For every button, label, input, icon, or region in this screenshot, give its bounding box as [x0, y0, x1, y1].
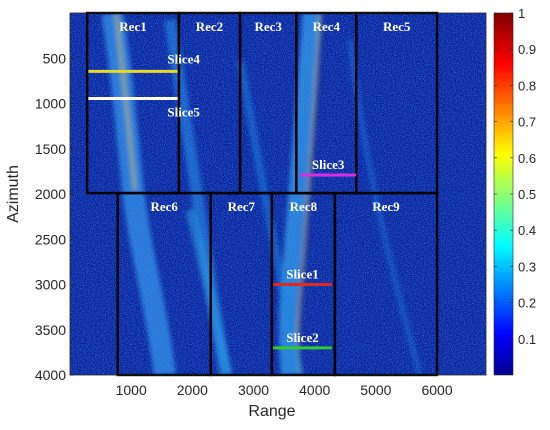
- y-axis-label: Azimuth: [5, 165, 22, 223]
- heatmap-plot-area: Rec1 Rec2 Rec3 Rec4 Rec5 Rec6 Rec7 Rec8 Rec9 Sli…: [69, 11, 487, 377]
- colorbar-tick-label: 1: [518, 6, 525, 21]
- slice-label-slice2: Slice2: [286, 330, 319, 345]
- y-axis-ticks: 500 1000 1500 2000 2500 3000 3500 4000: [35, 50, 74, 383]
- colorbar-tick-label: 0.7: [518, 115, 536, 130]
- x-axis-label: Range: [248, 403, 295, 420]
- rectangle-label-rec4: Rec4: [313, 19, 341, 34]
- colorbar-tick-label: 0.1: [518, 332, 536, 347]
- slice-label-slice4: Slice4: [167, 51, 200, 66]
- slice-label-slice1: Slice1: [286, 267, 319, 282]
- rectangle-label-rec6: Rec6: [150, 199, 178, 214]
- x-tick-label: 2000: [177, 382, 208, 398]
- rectangle-label-rec1: Rec1: [119, 19, 146, 34]
- rectangle-label-rec2: Rec2: [196, 19, 223, 34]
- colorbar-tick-label: 0.8: [518, 78, 536, 93]
- colorbar-tick-label: 0.4: [518, 223, 536, 238]
- colorbar-tick-label: 0.2: [518, 296, 536, 311]
- x-tick-label: 6000: [421, 382, 452, 398]
- y-tick-label: 3000: [35, 277, 66, 293]
- colorbar-tick-label: 0.6: [518, 151, 536, 166]
- slice-label-slice5: Slice5: [167, 105, 200, 120]
- y-tick-label: 2500: [35, 231, 66, 247]
- rectangle-label-rec8: Rec8: [290, 199, 318, 214]
- slice-label-slice3: Slice3: [312, 157, 345, 172]
- y-tick-label: 500: [43, 50, 67, 66]
- colorbar-ticks: 0.1 0.2 0.3 0.4 0.5 0.6 0.7 0.8 0.9 1: [494, 6, 536, 347]
- y-tick-label: 3500: [35, 322, 66, 338]
- rectangle-label-rec9: Rec9: [372, 199, 400, 214]
- x-tick-label: 3000: [238, 382, 269, 398]
- colorbar-tick-label: 0.5: [518, 187, 536, 202]
- rectangle-label-rec5: Rec5: [383, 19, 411, 34]
- colorbar-tick-label: 0.9: [518, 42, 536, 57]
- slice-labels: Slice4 Slice5 Slice3 Slice1 Slice2: [167, 51, 344, 344]
- rectangle-label-rec3: Rec3: [254, 19, 282, 34]
- y-tick-label: 4000: [35, 367, 66, 383]
- x-tick-label: 1000: [116, 382, 147, 398]
- x-tick-label: 4000: [299, 382, 330, 398]
- x-axis-ticks: 1000 2000 3000 4000 5000 6000: [116, 371, 453, 398]
- rectangle-label-rec7: Rec7: [228, 199, 256, 214]
- x-tick-label: 5000: [360, 382, 391, 398]
- colorbar-tick-label: 0.3: [518, 259, 536, 274]
- y-tick-label: 2000: [35, 186, 66, 202]
- y-tick-label: 1500: [35, 141, 66, 157]
- y-tick-label: 1000: [35, 96, 66, 112]
- rectangle-labels: Rec1 Rec2 Rec3 Rec4 Rec5 Rec6 Rec7 Rec8 Rec9: [119, 19, 411, 214]
- slice-annotations: [88, 69, 357, 350]
- colorbar: 0.1 0.2 0.3 0.4 0.5 0.6 0.7 0.8 0.9 1: [493, 6, 536, 376]
